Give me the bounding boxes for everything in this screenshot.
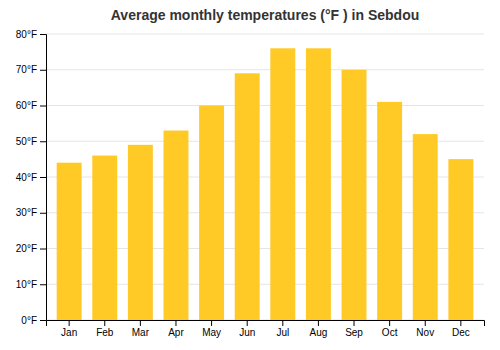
x-tick-mark (69, 320, 70, 326)
x-tick-mark (140, 320, 141, 326)
y-tick: 60°F (16, 100, 46, 111)
grid (46, 34, 484, 320)
y-tick-mark (40, 284, 46, 285)
grid-line (46, 105, 484, 106)
x-axis: Jan Feb Mar Apr May Jun Jul Aug Sep Oct Nov Dec (47, 320, 485, 338)
y-tick-mark (40, 177, 46, 178)
y-tick: 80°F (16, 29, 46, 40)
x-tick-label: Apr (168, 327, 184, 338)
x-tick-label: Sep (345, 327, 363, 338)
bar (57, 163, 82, 320)
x-tick-mark (460, 320, 461, 326)
x-tick: Nov (416, 320, 434, 338)
bar (413, 134, 438, 320)
x-tick: Apr (168, 320, 184, 338)
y-tick-mark (40, 34, 46, 35)
y-tick-mark (40, 106, 46, 107)
x-tick-label: Oct (382, 327, 398, 338)
y-tick-mark (40, 70, 46, 71)
y-axis-line (40, 35, 47, 321)
x-tick: Oct (382, 320, 398, 338)
bar (270, 48, 295, 320)
y-tick-mark (40, 213, 46, 214)
y-tick-label: 40°F (16, 172, 37, 183)
y-tick: 70°F (16, 64, 46, 75)
y-tick-label: 30°F (16, 207, 37, 218)
grid-line (46, 69, 484, 70)
grid-line (46, 34, 484, 35)
x-tick: Jul (276, 320, 289, 338)
y-tick-mark (40, 249, 46, 250)
chart-container: Jan Feb Mar Apr May Jun Jul Aug Sep Oct Nov Dec 0°F 1… (0, 0, 500, 350)
y-tick-label: 60°F (16, 100, 37, 111)
x-tick: Dec (452, 320, 470, 338)
bar (235, 73, 260, 320)
y-tick-label: 20°F (16, 243, 37, 254)
x-tick: Feb (96, 320, 114, 338)
x-tick-mark (282, 320, 283, 326)
y-tick-mark (40, 141, 46, 142)
title: Average monthly temperatures (°F ) in Se… (111, 7, 419, 23)
bar (164, 131, 189, 320)
x-tick-mark (389, 320, 390, 326)
x-tick-mark (318, 320, 319, 326)
x-tick-mark (104, 320, 105, 326)
y-tick-label: 80°F (16, 29, 37, 40)
x-tick-label: Aug (310, 327, 328, 338)
x-tick-label: Nov (416, 327, 434, 338)
x-tick: Sep (345, 320, 363, 338)
y-tick-label: 70°F (16, 64, 37, 75)
bar (448, 159, 473, 320)
x-tick: Jun (239, 320, 255, 338)
x-tick-mark (175, 320, 176, 326)
y-tick: 50°F (16, 136, 46, 147)
x-tick-mark (247, 320, 248, 326)
y-tick-label: 10°F (16, 279, 37, 290)
x-tick: May (202, 320, 221, 338)
x-tick-mark (211, 320, 212, 326)
y-tick: 30°F (16, 207, 46, 218)
x-tick-label: Jan (61, 327, 77, 338)
bar (128, 145, 153, 320)
x-tick-label: Jun (239, 327, 255, 338)
x-tick-mark (425, 320, 426, 326)
x-axis-line (47, 321, 485, 327)
x-tick-label: Feb (96, 327, 114, 338)
y-tick: 20°F (16, 243, 46, 254)
x-tick-label: May (202, 327, 221, 338)
bar (377, 102, 402, 320)
bar (199, 106, 224, 321)
x-tick: Jan (61, 320, 77, 338)
y-tick: 0°F (21, 315, 46, 326)
y-tick: 10°F (16, 279, 46, 290)
x-tick: Aug (310, 320, 328, 338)
x-tick-label: Jul (276, 327, 289, 338)
y-tick-label: 0°F (21, 315, 37, 326)
bar (342, 70, 367, 320)
x-tick-label: Mar (132, 327, 150, 338)
x-tick: Mar (132, 320, 150, 338)
plot-area (57, 48, 474, 320)
bar (92, 156, 117, 320)
y-tick: 40°F (16, 172, 46, 183)
y-tick-label: 50°F (16, 136, 37, 147)
y-axis: 0°F 10°F 20°F 30°F 40°F 50°F 60°F 70°F 80°F (16, 29, 47, 326)
x-tick-mark (354, 320, 355, 326)
x-tick-label: Dec (452, 327, 470, 338)
chart-svg: Jan Feb Mar Apr May Jun Jul Aug Sep Oct Nov Dec 0°F 1… (0, 0, 500, 350)
y-tick-mark (40, 320, 46, 321)
bar (306, 48, 331, 320)
